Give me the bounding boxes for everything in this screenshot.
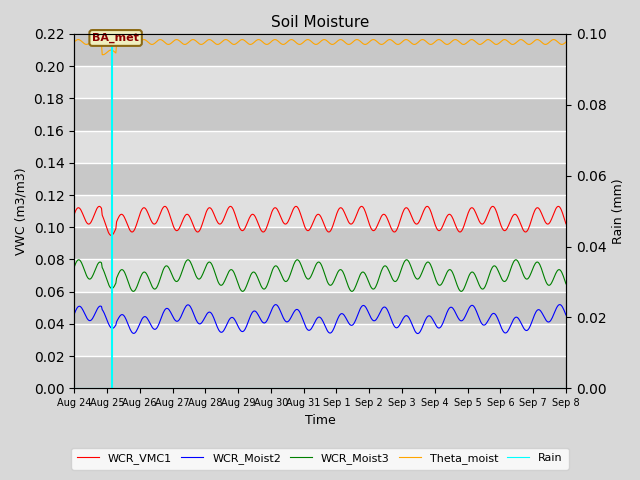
WCR_VMC1 (562, 221, 570, 227)
WCR_Moist3 (79, 264, 87, 269)
Theta_moist (80, 40, 88, 46)
Theta_moist (396, 41, 403, 47)
Bar (74, 34, 566, 66)
Theta_moist (562, 39, 570, 45)
Bar (74, 131, 566, 163)
WCR_Moist3 (70, 264, 78, 270)
WCR_Moist2 (380, 304, 387, 310)
WCR_Moist2 (180, 308, 188, 313)
WCR_Moist3 (458, 288, 465, 294)
WCR_VMC1 (180, 214, 188, 220)
Line: Theta_moist: Theta_moist (74, 39, 566, 55)
WCR_Moist3 (205, 259, 213, 265)
Theta_moist (207, 37, 215, 43)
Bar (74, 66, 566, 98)
Bar (74, 163, 566, 195)
WCR_VMC1 (131, 227, 138, 233)
WCR_Moist3 (130, 288, 138, 294)
Line: WCR_Moist3: WCR_Moist3 (74, 260, 566, 291)
Rain (205, 385, 213, 391)
Theta_moist (70, 39, 78, 45)
Bar (74, 227, 566, 260)
Rain (130, 385, 138, 391)
WCR_Moist3 (562, 281, 570, 287)
WCR_Moist2 (556, 302, 564, 308)
WCR_Moist2 (130, 331, 138, 336)
WCR_Moist2 (79, 307, 87, 313)
WCR_VMC1 (70, 212, 78, 217)
X-axis label: Time: Time (305, 414, 335, 427)
Line: WCR_VMC1: WCR_VMC1 (74, 206, 566, 235)
Bar (74, 195, 566, 227)
WCR_Moist2 (562, 312, 570, 318)
WCR_Moist3 (380, 264, 387, 270)
WCR_VMC1 (207, 205, 214, 211)
Y-axis label: VWC (m3/m3): VWC (m3/m3) (15, 168, 28, 255)
Theta_moist (99, 52, 107, 58)
WCR_Moist3 (180, 264, 188, 270)
Title: Soil Moisture: Soil Moisture (271, 15, 369, 30)
Theta_moist (381, 40, 388, 46)
Legend: WCR_VMC1, WCR_Moist2, WCR_Moist3, Theta_moist, Rain: WCR_VMC1, WCR_Moist2, WCR_Moist3, Theta_… (72, 448, 568, 469)
WCR_Moist2 (70, 312, 78, 317)
WCR_VMC1 (394, 223, 402, 229)
WCR_VMC1 (489, 204, 497, 209)
Bar (74, 98, 566, 131)
Rain (380, 385, 387, 391)
Theta_moist (181, 42, 189, 48)
Bar (74, 356, 566, 388)
WCR_VMC1 (108, 232, 115, 238)
Rain (79, 385, 87, 391)
WCR_VMC1 (380, 211, 388, 217)
Y-axis label: Rain (mm): Rain (mm) (612, 179, 625, 244)
WCR_Moist3 (403, 257, 410, 263)
Line: WCR_Moist2: WCR_Moist2 (74, 305, 566, 334)
Rain (180, 385, 188, 391)
WCR_Moist2 (394, 324, 401, 330)
WCR_VMC1 (79, 212, 87, 217)
Text: BA_met: BA_met (92, 33, 139, 43)
WCR_Moist2 (413, 331, 421, 336)
Rain (394, 385, 401, 391)
Theta_moist (131, 41, 139, 47)
WCR_Moist3 (394, 276, 401, 282)
Bar (74, 260, 566, 292)
Bar (74, 292, 566, 324)
WCR_Moist2 (205, 309, 213, 315)
Rain (562, 385, 570, 391)
Rain (70, 385, 78, 391)
Bar (74, 324, 566, 356)
Theta_moist (74, 36, 82, 42)
